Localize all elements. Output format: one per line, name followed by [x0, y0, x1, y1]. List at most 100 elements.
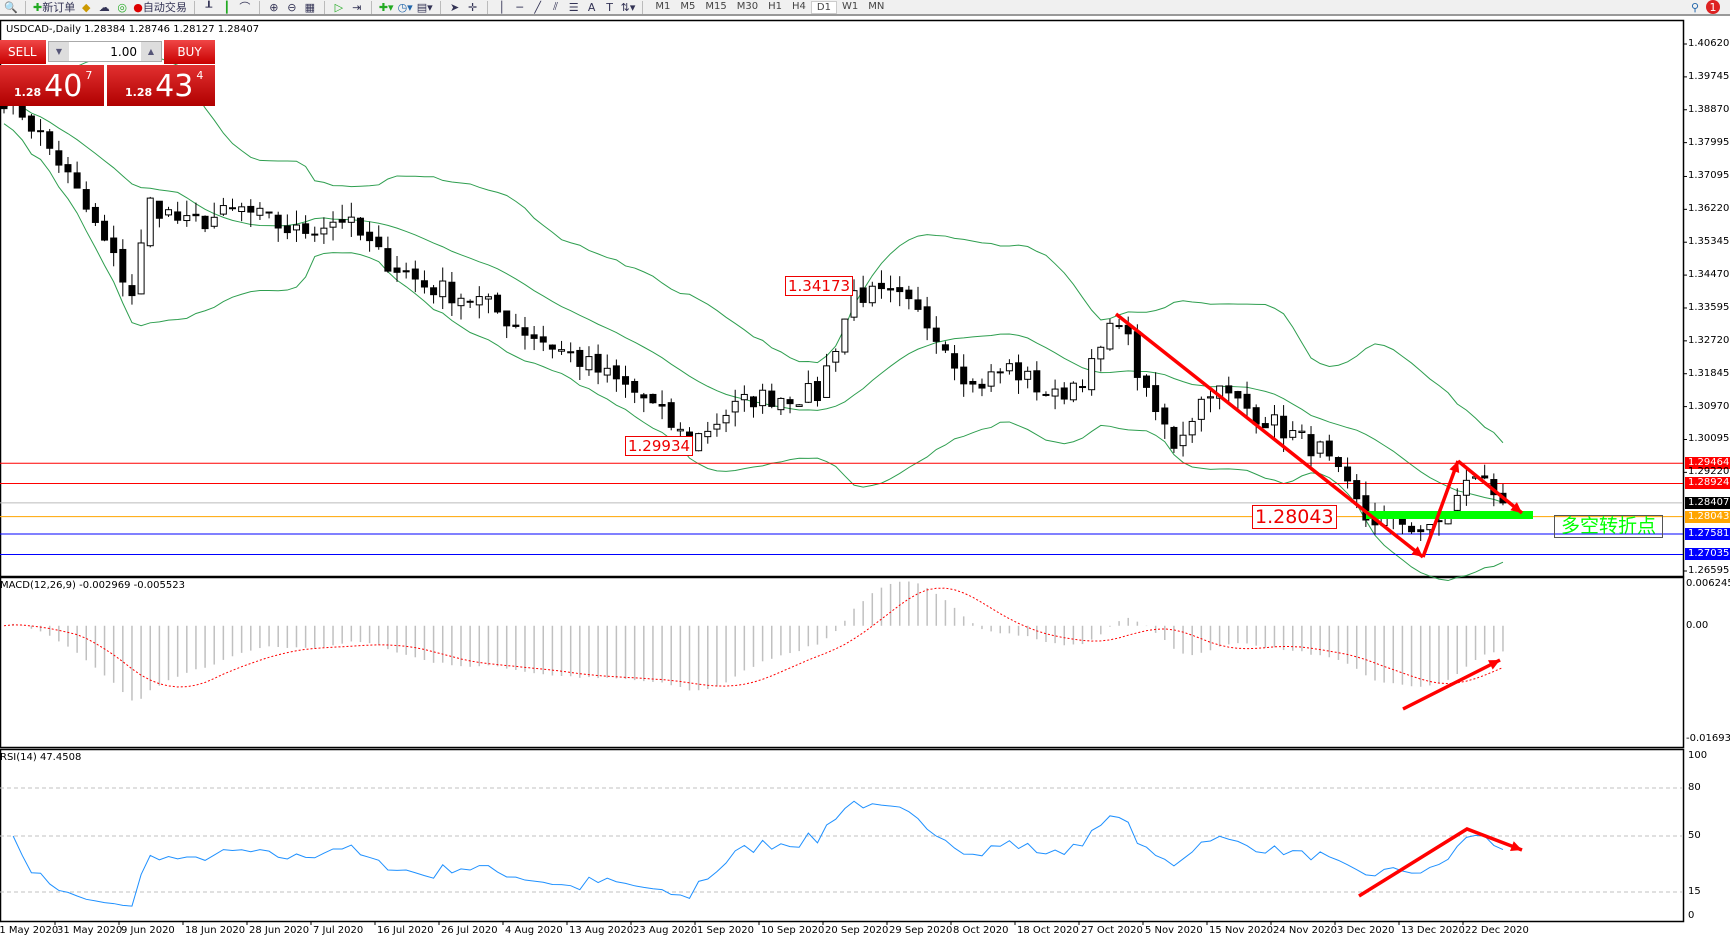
timeframe-m15[interactable]: M15 — [705, 0, 727, 12]
candle-chart-icon[interactable]: ┃ — [223, 0, 231, 14]
candle-body — [512, 324, 520, 327]
candle-body — [1060, 387, 1068, 400]
auto-trading-button[interactable]: ● 自动交易 — [133, 0, 187, 15]
sell-button[interactable]: SELL — [0, 40, 46, 64]
candle-body — [165, 209, 173, 216]
candle — [859, 275, 867, 308]
timeframe-mn[interactable]: MN — [868, 0, 885, 12]
candle-body — [521, 327, 529, 336]
rsi-arrows-head — [1510, 841, 1522, 852]
periods-icon[interactable]: ◷▾ — [397, 0, 413, 14]
candle — [494, 292, 502, 314]
buy-price-button[interactable]: 1.28 43 4 — [107, 65, 215, 106]
candle — [960, 354, 968, 397]
timeframe-h4[interactable]: H4 — [791, 0, 806, 12]
candle — [466, 299, 474, 309]
candle-body — [494, 294, 502, 313]
chart-shift-icon[interactable]: ⇥ — [352, 0, 362, 14]
text-icon[interactable]: A — [587, 0, 596, 14]
candle — [539, 325, 547, 352]
candle-body — [850, 290, 858, 318]
timeframe-d1[interactable]: D1 — [810, 0, 837, 14]
candle-body — [1079, 386, 1087, 389]
candle — [1170, 425, 1178, 453]
vertical-line-icon[interactable]: │ — [498, 0, 505, 14]
lot-value[interactable]: 1.00 — [110, 44, 137, 59]
candle — [969, 378, 977, 393]
bar-chart-icon[interactable]: ┸ — [205, 0, 213, 14]
candle — [320, 217, 328, 244]
date-axis-label: 7 Jul 2020 — [313, 925, 364, 936]
timeframe-w1[interactable]: W1 — [841, 0, 859, 12]
zoom-out-icon[interactable]: ⊖ — [287, 0, 297, 14]
signal-icon[interactable]: ◎ — [117, 0, 128, 14]
templates-icon[interactable]: ▤▾ — [416, 0, 433, 14]
rebound-arrow-head — [1449, 461, 1460, 473]
candle-body — [402, 270, 410, 273]
candle — [804, 370, 812, 403]
text-label-icon[interactable]: T — [606, 0, 613, 14]
candle-body — [101, 220, 109, 241]
candle-body — [420, 280, 428, 288]
candle-body — [27, 115, 35, 132]
new-order-button[interactable]: ✚ 新订单 — [33, 0, 76, 15]
candle — [658, 390, 666, 420]
candle — [73, 161, 81, 189]
candle-body — [238, 206, 246, 213]
candle — [110, 225, 118, 267]
arrows-icon[interactable]: ⇅▾ — [620, 0, 636, 14]
crosshair-icon[interactable]: ✛ — [468, 0, 478, 14]
candle — [420, 270, 428, 294]
candle — [1298, 424, 1306, 439]
fibonacci-icon[interactable]: ☰ — [568, 0, 579, 14]
candle — [841, 318, 849, 355]
trendline-icon[interactable]: ╱ — [534, 0, 541, 14]
rsi-axis-label: 80 — [1688, 782, 1701, 793]
candle — [356, 217, 364, 241]
tile-icon[interactable]: ▦ — [304, 0, 316, 14]
timeframe-m5[interactable]: M5 — [680, 0, 696, 12]
timeframe-h1[interactable]: H1 — [768, 0, 782, 12]
cursor-icon[interactable]: ➤ — [450, 0, 460, 14]
zoom-icon[interactable]: 🔍 — [4, 0, 18, 14]
line-chart-icon[interactable]: ⌒ — [239, 1, 251, 14]
date-axis-label: 22 Dec 2020 — [1465, 925, 1529, 936]
candle — [612, 359, 620, 392]
search-icon[interactable]: ⚲ — [1690, 0, 1700, 14]
candle-body — [932, 327, 940, 342]
autoscroll-icon[interactable]: ▷ — [334, 0, 344, 14]
sell-price-fraction: 7 — [85, 69, 93, 82]
candle-body — [46, 131, 54, 149]
lot-size-input[interactable]: ▼ 1.00 ▲ — [48, 41, 162, 62]
candle — [1152, 372, 1160, 421]
buy-button[interactable]: BUY — [164, 40, 215, 64]
sell-price-button[interactable]: 1.28 40 7 — [0, 65, 104, 106]
candle — [174, 201, 182, 224]
downtrend-arrow — [1114, 312, 1425, 559]
zoom-in-icon[interactable]: ⊕ — [269, 0, 279, 14]
notification-badge[interactable]: 1 — [1706, 0, 1720, 14]
candle — [1143, 374, 1150, 397]
candle-body — [905, 289, 913, 300]
lot-decrease-icon[interactable]: ▼ — [49, 42, 69, 61]
candle-body — [786, 399, 794, 405]
lot-increase-icon[interactable]: ▲ — [141, 42, 161, 61]
equidistant-channel-icon[interactable]: ⫽ — [553, 0, 559, 13]
candle — [530, 326, 538, 351]
candle — [219, 197, 227, 216]
timeframe-m1[interactable]: M1 — [655, 0, 671, 12]
indicators-icon[interactable]: ✚▾ — [378, 0, 394, 14]
candle — [1161, 403, 1169, 439]
date-axis-label: 5 Nov 2020 — [1145, 925, 1203, 936]
timeframe-m30[interactable]: M30 — [736, 0, 759, 12]
server-icon[interactable]: ☁ — [98, 0, 110, 14]
price-axis-label: 1.38870 — [1688, 103, 1730, 115]
new-order-label: 新订单 — [42, 1, 76, 14]
candle-body — [1024, 370, 1032, 380]
candle-body — [137, 242, 145, 295]
horizontal-line-icon[interactable]: ─ — [516, 0, 523, 14]
candle — [558, 340, 566, 355]
candle-body — [1234, 391, 1242, 399]
history-icon[interactable]: ◆ — [81, 0, 91, 14]
